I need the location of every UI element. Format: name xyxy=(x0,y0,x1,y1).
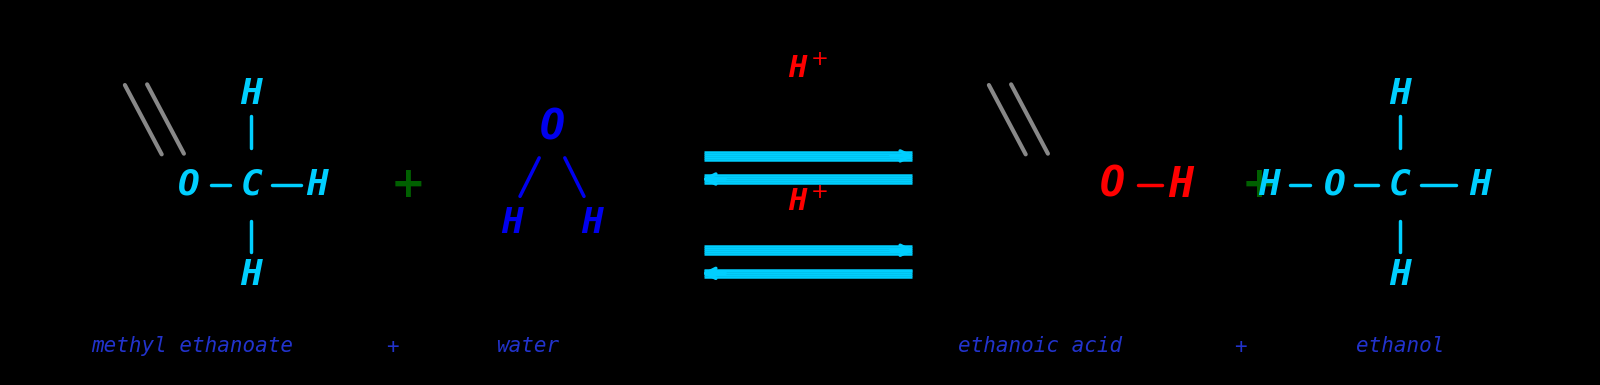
Text: methyl ethanoate: methyl ethanoate xyxy=(91,336,293,357)
Text: H: H xyxy=(501,206,523,240)
Text: H$^+$: H$^+$ xyxy=(787,187,829,217)
Text: O: O xyxy=(1099,164,1125,206)
Text: +: + xyxy=(1234,336,1246,357)
Text: H: H xyxy=(240,77,262,111)
Text: H: H xyxy=(1469,168,1491,202)
Text: H: H xyxy=(1389,77,1411,111)
Text: H: H xyxy=(581,206,603,240)
Text: H$^+$: H$^+$ xyxy=(787,55,829,84)
Text: H: H xyxy=(1389,258,1411,292)
Text: O: O xyxy=(539,106,565,148)
Text: water: water xyxy=(496,336,560,357)
Text: +: + xyxy=(390,164,426,206)
Text: O: O xyxy=(1323,168,1346,202)
Text: O: O xyxy=(178,168,200,202)
Text: +: + xyxy=(1242,164,1277,206)
Text: H: H xyxy=(240,258,262,292)
Text: C: C xyxy=(240,168,262,202)
Text: H: H xyxy=(1168,164,1194,206)
Text: H: H xyxy=(1258,168,1280,202)
Text: ethanoic acid: ethanoic acid xyxy=(958,336,1122,357)
Text: H: H xyxy=(306,168,328,202)
Text: C: C xyxy=(1389,168,1411,202)
Text: +: + xyxy=(386,336,398,357)
Text: ethanol: ethanol xyxy=(1355,336,1445,357)
